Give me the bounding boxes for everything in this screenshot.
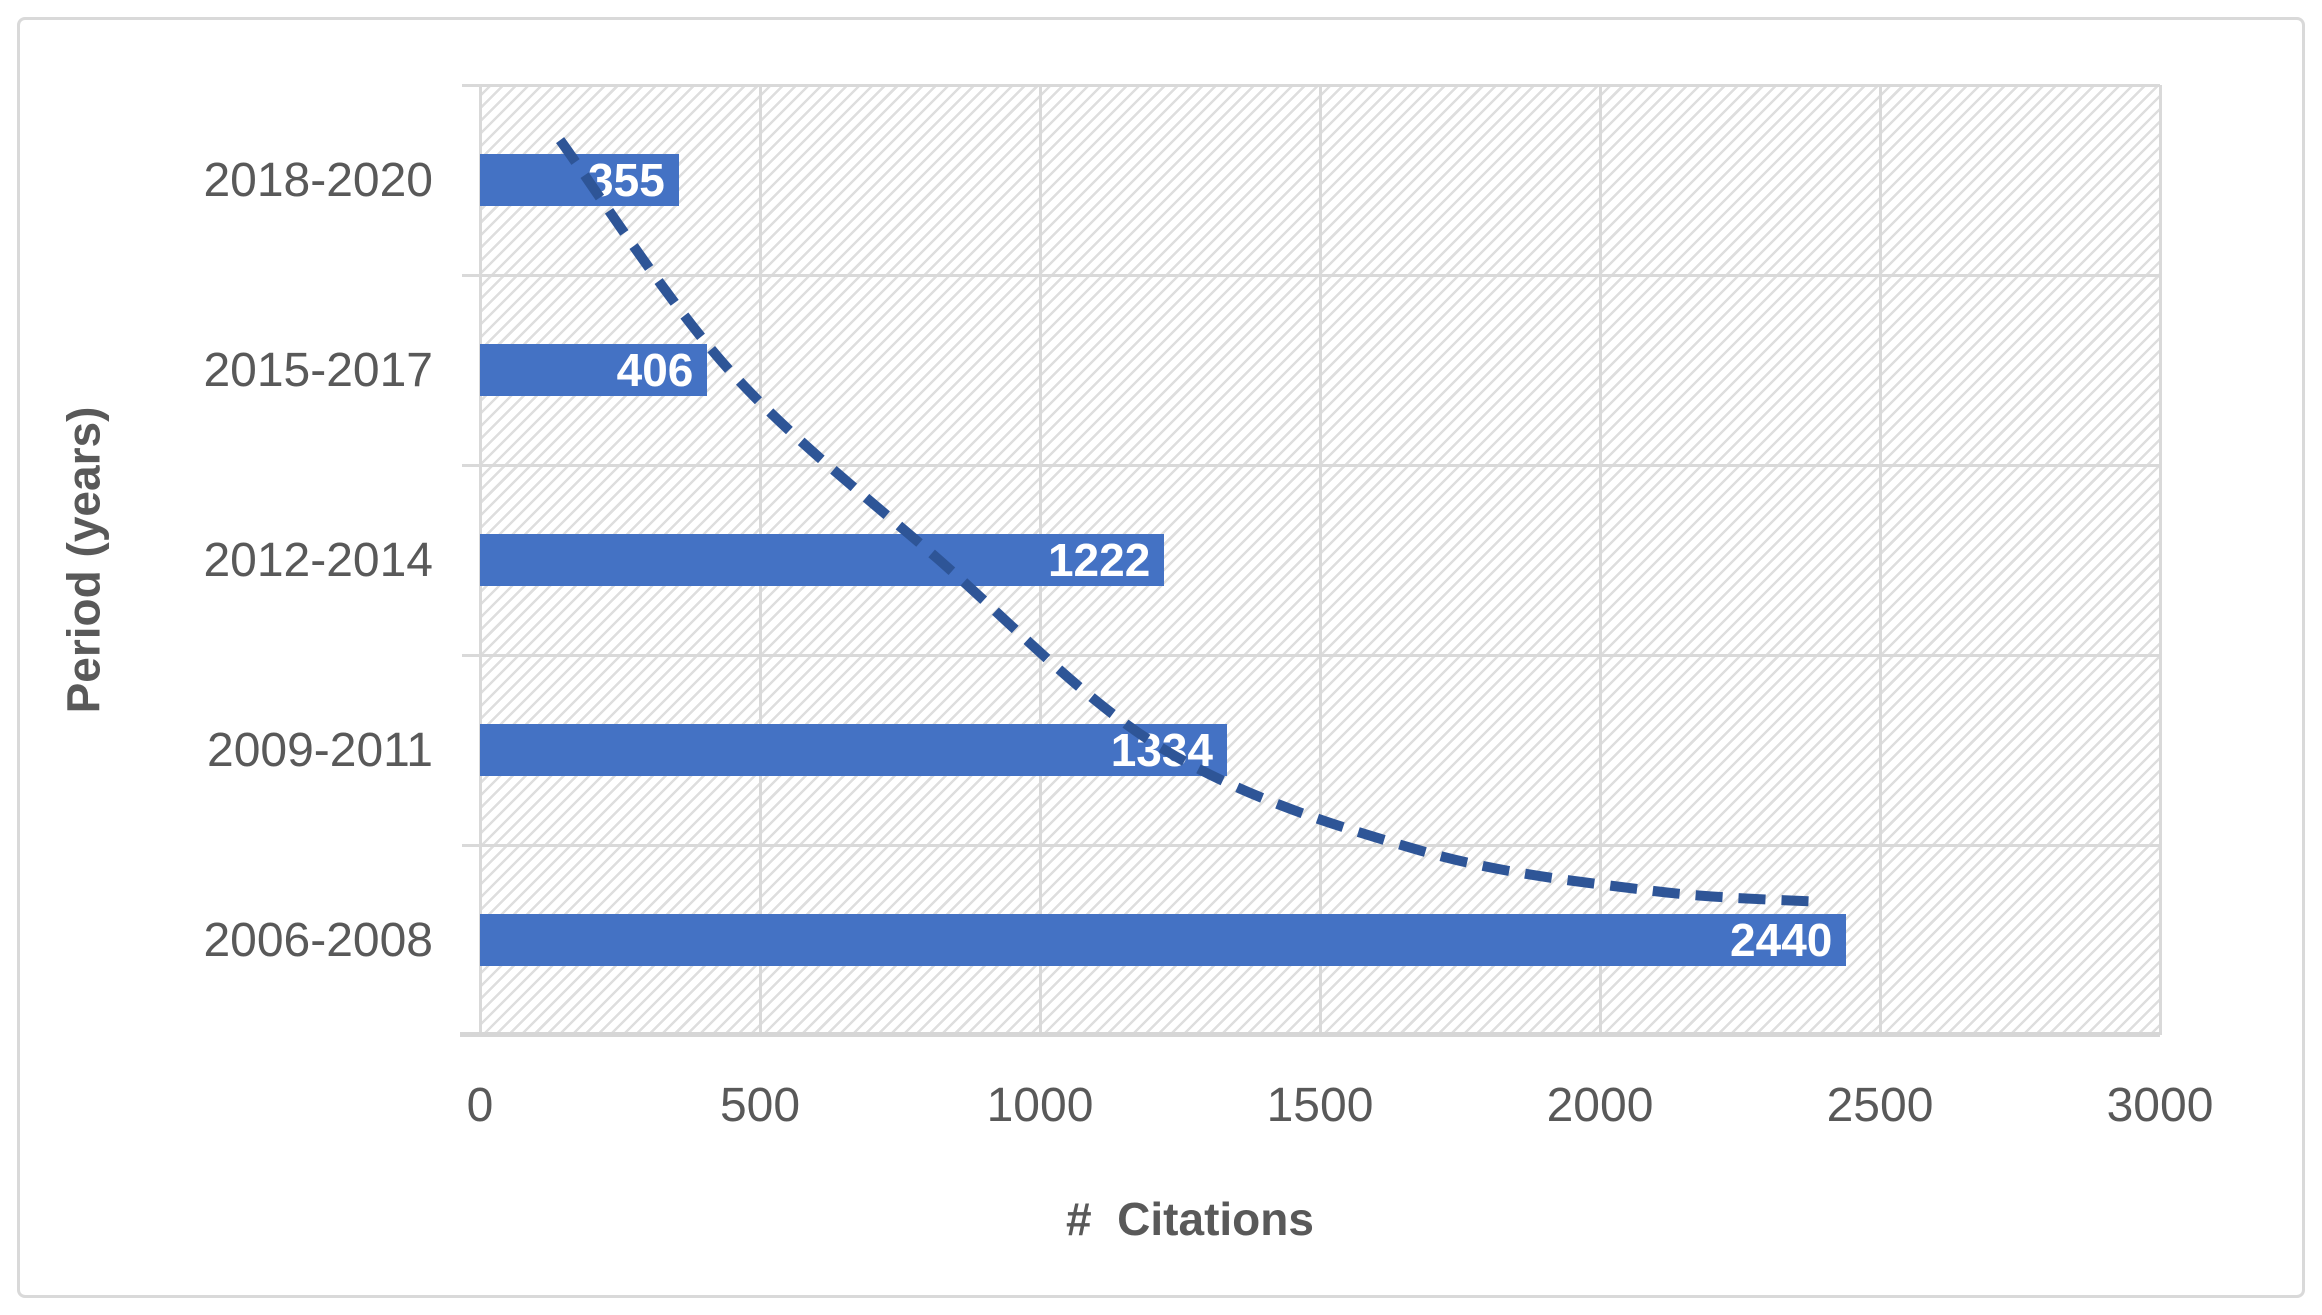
bar: 406 (480, 344, 708, 396)
bar: 1222 (480, 534, 1165, 586)
category-axis-tick (462, 843, 480, 847)
x-tick-label: 2000 (1546, 1079, 1654, 1132)
horizontal-gridline (480, 653, 2160, 657)
x-tick-label: 2500 (1826, 1079, 1934, 1132)
horizontal-gridline (480, 843, 2160, 847)
bar-value-label: 1222 (1047, 534, 1151, 586)
trendline-layer (556, 137, 1825, 907)
bar: 2440 (480, 914, 1847, 966)
x-tick-label: 0 (466, 1079, 494, 1132)
bar-value-label: 355 (588, 154, 665, 206)
vertical-gridline (1318, 85, 1322, 1035)
vertical-gridline (2158, 85, 2162, 1035)
x-tick-label: 3000 (2106, 1079, 2214, 1132)
x-axis-line (460, 1032, 2160, 1037)
bar: 355 (480, 154, 679, 206)
category-axis-tick (462, 463, 480, 467)
category-axis-label: 2015-2017 (203, 343, 433, 397)
x-tick-label: 500 (719, 1079, 801, 1132)
horizontal-gridline (480, 83, 2160, 87)
vertical-gridline (1598, 85, 1602, 1035)
category-axis-tick (462, 653, 480, 657)
category-axis-label: 2018-2020 (203, 153, 433, 207)
horizontal-gridline (480, 463, 2160, 467)
category-axis-label: 2009-2011 (207, 723, 433, 777)
category-axis-label: 2006-2008 (203, 913, 433, 967)
category-axis: 2018-2020 2015-2017 2012-2014 2009-2011 2006… (100, 85, 433, 1035)
x-tick-label: 1000 (986, 1079, 1094, 1132)
vertical-gridline (1878, 85, 1882, 1035)
bar-value-label: 2440 (1730, 914, 1833, 966)
plot-area: 355 406 1222 1334 2440 (460, 83, 2162, 1037)
category-axis-tick (462, 273, 480, 277)
category-axis-tick (462, 83, 480, 87)
x-axis-title: # Citations (1066, 1193, 1314, 1245)
bar: 1334 (480, 724, 1228, 776)
category-axis-label: 2012-2014 (203, 533, 433, 587)
trendline-path (556, 137, 1825, 907)
value-axis: 0 500 1000 1500 2000 2500 3000 (467, 1078, 2214, 1138)
x-tick-label: 1500 (1266, 1079, 1374, 1132)
bar-value-label: 406 (616, 344, 694, 396)
horizontal-gridline (480, 273, 2160, 277)
